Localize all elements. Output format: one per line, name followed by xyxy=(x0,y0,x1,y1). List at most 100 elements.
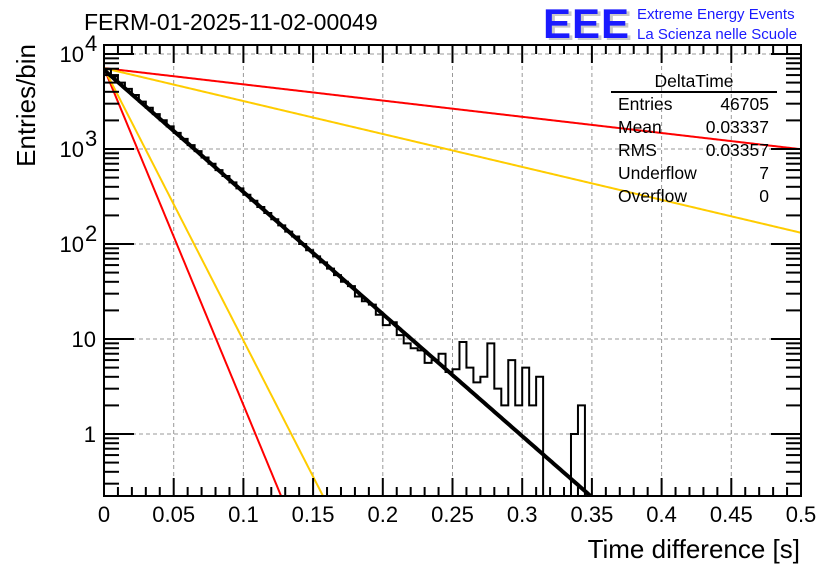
histogram-bin xyxy=(188,145,195,496)
fit-curve-yellow-shallow xyxy=(104,67,801,234)
histogram-bin xyxy=(494,389,501,496)
histogram-bin xyxy=(313,256,320,496)
histogram-bin xyxy=(578,405,585,496)
x-tick-label: 0.5 xyxy=(786,502,817,527)
x-tick-label: 0.4 xyxy=(646,502,677,527)
histogram-bin xyxy=(439,354,446,496)
histogram-bin xyxy=(397,335,404,496)
histogram-bin xyxy=(418,350,425,496)
logo-mark-shadow: EEE xyxy=(546,2,633,49)
logo-line1: Extreme Energy Events xyxy=(637,6,795,23)
histogram-bin xyxy=(453,369,460,496)
x-tick-label: 0.35 xyxy=(570,502,613,527)
stats-value: 0.03337 xyxy=(706,117,769,137)
y-axis-title: Entries/bin xyxy=(11,44,41,167)
histogram-bin xyxy=(132,95,139,496)
x-tick-label: 0.45 xyxy=(710,502,753,527)
histogram-bin xyxy=(181,139,188,496)
histogram-bin xyxy=(487,343,494,496)
histogram-bin xyxy=(459,342,466,496)
histogram-bin xyxy=(348,286,355,496)
y-tick-label: 1 xyxy=(84,422,96,447)
histogram-bin xyxy=(327,269,334,496)
fit-curve-fit xyxy=(104,68,594,496)
histogram-bin xyxy=(236,188,243,496)
histogram-bin xyxy=(320,262,327,496)
histogram-bin xyxy=(383,325,390,496)
histogram-bin xyxy=(376,315,383,496)
histogram-bin xyxy=(536,377,543,496)
y-tick-label: 10 xyxy=(60,42,84,67)
x-tick-labels: 0 0.05 0.1 0.15 0.2 0.25 0.3 0.35 0.4 0.45 0.5 xyxy=(98,502,816,527)
stats-value: 0 xyxy=(759,186,769,206)
fit-curves xyxy=(104,67,801,496)
grid xyxy=(104,45,801,496)
chart-title: FERM-01-2025-11-02-00049 xyxy=(84,9,378,35)
histogram-bin xyxy=(146,108,153,496)
histogram-bin xyxy=(529,405,536,496)
histogram-bin xyxy=(167,126,174,496)
histogram-bin xyxy=(278,225,285,496)
stats-label: Entries xyxy=(618,94,673,114)
y-tick-exponent: 4 xyxy=(85,31,97,56)
histogram-bin xyxy=(341,282,348,496)
histogram-bin xyxy=(160,120,167,496)
histogram-bin xyxy=(306,250,313,496)
axis-ticks xyxy=(103,45,802,496)
stats-title: DeltaTime xyxy=(654,71,733,91)
x-tick-label: 0 xyxy=(98,502,110,527)
fit-curve-main xyxy=(104,68,594,496)
x-tick-label: 0.05 xyxy=(152,502,195,527)
stats-label: Underflow xyxy=(618,163,697,183)
histogram-bin xyxy=(222,176,229,496)
x-tick-label: 0.3 xyxy=(507,502,538,527)
histogram-bin xyxy=(571,434,578,496)
histogram-bin xyxy=(480,377,487,496)
histogram-bin xyxy=(425,363,432,496)
histogram-bin xyxy=(369,305,376,496)
x-tick-label: 0.2 xyxy=(368,502,399,527)
y-tick-exponent: 3 xyxy=(85,126,97,151)
histogram-bin xyxy=(250,201,257,496)
histogram-bin xyxy=(285,232,292,496)
histogram-bin xyxy=(362,301,369,496)
y-tick-label: 10 xyxy=(60,232,84,257)
eee-logo: EEE EEE Extreme Energy Events La Scienza… xyxy=(543,0,797,49)
histogram-bin xyxy=(404,343,411,496)
logo-line2: La Scienza nelle Scuole xyxy=(637,26,797,43)
stats-label: Overflow xyxy=(618,186,687,206)
histogram-bin xyxy=(334,275,341,496)
stats-value: 46705 xyxy=(720,94,769,114)
histogram-bin xyxy=(355,297,362,496)
stats-value: 7 xyxy=(759,163,769,183)
x-tick-label: 0.15 xyxy=(292,502,335,527)
histogram-bin xyxy=(432,360,439,496)
histogram-bin xyxy=(292,236,299,496)
stats-box: DeltaTime Entries 46705 Mean 0.03337 RMS 0.033… xyxy=(611,71,777,206)
fit-curve-red-steep xyxy=(104,67,283,496)
x-tick-label: 0.25 xyxy=(431,502,474,527)
stats-label: Mean xyxy=(618,117,662,137)
histogram-bin xyxy=(202,157,209,496)
fit-curve-red-shallow xyxy=(104,67,801,151)
histogram-bin xyxy=(411,348,418,496)
histogram-bin xyxy=(264,213,271,496)
y-tick-exponent: 2 xyxy=(85,221,97,246)
histogram-bin xyxy=(271,219,278,496)
x-axis-title: Time difference [s] xyxy=(588,534,800,564)
y-tick-label: 10 xyxy=(72,327,96,352)
histogram-bin xyxy=(195,151,202,496)
histogram-bin xyxy=(515,405,522,496)
histogram-bin xyxy=(390,322,397,496)
x-tick-label: 0.1 xyxy=(228,502,259,527)
y-tick-label: 10 xyxy=(60,137,84,162)
histogram-bin xyxy=(522,368,529,496)
logo-mark: EEE xyxy=(543,0,630,47)
stats-value: 0.03357 xyxy=(706,140,769,160)
histogram-bin xyxy=(174,133,181,496)
stats-label: RMS xyxy=(618,140,657,160)
fit-curve-yellow-steep xyxy=(104,67,325,496)
histogram-bin xyxy=(216,170,223,496)
